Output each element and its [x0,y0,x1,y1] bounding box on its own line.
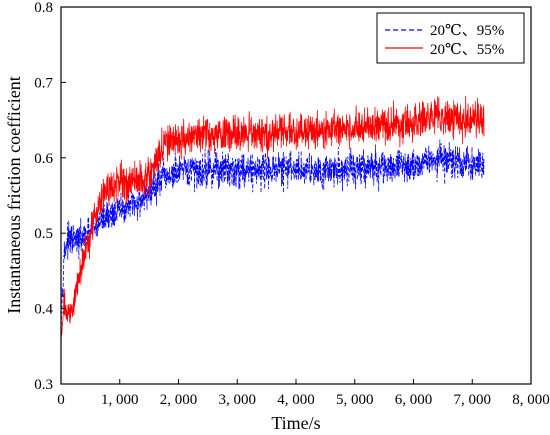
series-line-1 [60,96,485,345]
tick-labels: 0 1, 000 2, 000 3, 000 4, 000 5, 000 6, 000 7, … [34,0,550,408]
series-line-0 [60,139,485,338]
x-tick-label: 1, 000 [101,392,139,408]
x-tick-label: 7, 000 [454,392,492,408]
legend-label-55: 20℃、55% [430,42,504,58]
y-tick-label: 0.5 [34,226,53,242]
legend: 20℃、95% 20℃、55% [376,12,525,64]
series-layer [60,96,485,345]
x-tick-label: 6, 000 [395,392,433,408]
x-tick-label: 8, 000 [512,392,550,408]
legend-box [376,12,525,64]
x-tick-label: 0 [57,392,65,408]
y-tick-label: 0.6 [34,151,53,167]
y-tick-label: 0.7 [34,75,53,91]
x-axis-label: Time/s [271,413,320,433]
legend-label-95: 20℃、95% [430,23,504,39]
x-tick-label: 3, 000 [219,392,257,408]
x-tick-label: 2, 000 [160,392,198,408]
y-tick-label: 0.4 [34,302,53,318]
y-tick-label: 0.8 [34,0,53,16]
tick-layer [60,6,532,385]
y-axis-label: Instantaneous friction coefficient [4,76,24,314]
x-tick-label: 4, 000 [277,392,315,408]
y-tick-label: 0.3 [34,377,53,393]
x-tick-label: 5, 000 [336,392,374,408]
